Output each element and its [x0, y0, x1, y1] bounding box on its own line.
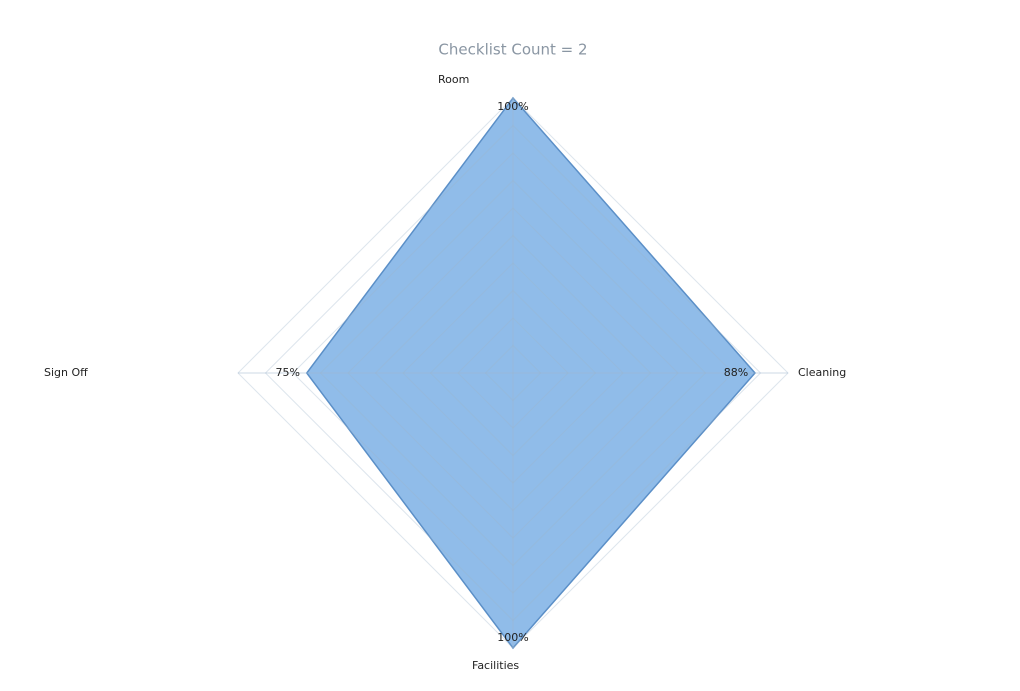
axis-label: Sign Off	[44, 366, 88, 379]
chart-title: Checklist Count = 2	[438, 41, 587, 59]
data-label: 100%	[497, 100, 528, 113]
axis-label: Facilities	[472, 659, 519, 672]
data-label: 100%	[497, 631, 528, 644]
axis-label: Room	[438, 73, 469, 86]
data-label: 88%	[724, 366, 748, 379]
data-label: 75%	[276, 366, 300, 379]
axis-label: Cleaning	[798, 366, 846, 379]
